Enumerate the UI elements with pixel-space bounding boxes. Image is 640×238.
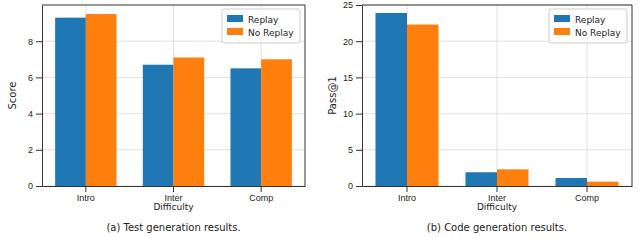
tick: 4 — [28, 109, 42, 119]
grid-line — [362, 5, 632, 6]
tick: 8 — [28, 37, 42, 47]
tick-label: 20 — [343, 37, 353, 47]
grid — [42, 5, 305, 186]
grid-line — [497, 5, 498, 186]
tick-mark — [36, 114, 42, 115]
tick-mark — [85, 186, 86, 192]
tick-mark — [173, 186, 174, 192]
bar — [376, 13, 408, 186]
tick: Inter — [488, 186, 506, 203]
tick-mark — [407, 186, 408, 192]
legend-label: Replay — [248, 15, 279, 25]
grid — [362, 5, 632, 186]
tick: Intro — [77, 186, 95, 203]
tick: Inter — [164, 186, 182, 203]
tick-mark — [261, 186, 262, 192]
tick: Comp — [249, 186, 273, 203]
axis-line — [42, 6, 43, 187]
tick: 25 — [343, 0, 362, 10]
legend-swatch — [227, 28, 243, 35]
tick-mark — [356, 41, 362, 42]
tick: 6 — [28, 73, 42, 83]
tick-mark — [36, 150, 42, 151]
x-axis: Intro Inter Comp — [363, 186, 633, 203]
chart-panel: 0 2 4 6 8 Intro Inter Comp Difficulty Score (a) Te… — [7, 5, 306, 233]
tick-mark — [36, 186, 42, 187]
tick-label: Intro — [398, 193, 416, 203]
plot-background — [42, 5, 305, 186]
frame-line — [632, 5, 633, 186]
legend-box — [222, 9, 300, 43]
bar — [556, 178, 588, 186]
bar — [587, 182, 619, 186]
tick-label: 0 — [28, 181, 33, 191]
tick-label: 15 — [343, 73, 353, 83]
legend-swatch — [554, 15, 570, 22]
tick-label: 2 — [28, 145, 33, 155]
x-axis-label: Difficulty — [477, 202, 518, 212]
y-axis: 0 2 4 6 8 — [28, 6, 43, 192]
bar — [174, 57, 205, 186]
y-axis: 0 5 10 15 20 25 — [343, 0, 363, 191]
tick-label: 5 — [348, 145, 353, 155]
tick-mark — [356, 114, 362, 115]
bar — [55, 18, 86, 186]
caption: (a) Test generation results. — [106, 222, 240, 233]
bar — [407, 25, 439, 186]
tick: Intro — [398, 186, 416, 203]
y-axis-label: Score — [7, 81, 18, 109]
tick-label: Intro — [77, 193, 95, 203]
axis-line — [362, 6, 363, 187]
tick-label: Comp — [575, 193, 599, 203]
x-axis-label: Difficulty — [153, 202, 194, 212]
tick-label: 6 — [28, 73, 33, 83]
tick-label: Comp — [249, 193, 273, 203]
tick: 10 — [343, 109, 362, 119]
tick-label: 8 — [28, 37, 33, 47]
plot-background — [362, 5, 632, 186]
legend-label: No Replay — [575, 28, 621, 38]
legend-swatch — [227, 15, 243, 22]
bar — [497, 169, 529, 186]
y-axis-label: Pass@1 — [327, 76, 338, 115]
frame-line — [305, 5, 306, 186]
bar — [230, 68, 261, 186]
tick-label: 10 — [343, 109, 353, 119]
frame-line — [362, 5, 632, 6]
tick-mark — [36, 41, 42, 42]
tick-mark — [356, 5, 362, 6]
tick-label: 4 — [28, 109, 33, 119]
tick-mark — [497, 186, 498, 192]
caption: (b) Code generation results. — [427, 222, 567, 233]
legend-box — [549, 9, 627, 43]
legend: Replay No Replay — [549, 9, 627, 43]
chart-panel: 0 5 10 15 20 25 Intro Inter Comp Difficulty Pass@1… — [327, 0, 633, 233]
tick-mark — [36, 77, 42, 78]
legend: Replay No Replay — [222, 9, 300, 43]
legend-swatch — [554, 28, 570, 35]
frame-line — [42, 5, 305, 6]
bar — [466, 172, 498, 186]
tick: 0 — [348, 181, 362, 191]
tick: Comp — [575, 186, 599, 203]
bar — [86, 14, 117, 186]
tick-label: 0 — [348, 181, 353, 191]
tick-mark — [356, 150, 362, 151]
tick: 0 — [28, 181, 42, 191]
tick: 2 — [28, 145, 42, 155]
tick-mark — [356, 186, 362, 187]
tick-mark — [587, 186, 588, 192]
tick-label: 25 — [343, 0, 353, 10]
tick: 20 — [343, 37, 362, 47]
tick: 15 — [343, 73, 362, 83]
legend-label: Replay — [575, 15, 606, 25]
tick-mark — [356, 77, 362, 78]
bar — [143, 65, 174, 186]
x-axis: Intro Inter Comp — [43, 186, 306, 203]
tick: 5 — [348, 145, 362, 155]
legend-label: No Replay — [248, 28, 294, 38]
bar — [261, 59, 292, 186]
